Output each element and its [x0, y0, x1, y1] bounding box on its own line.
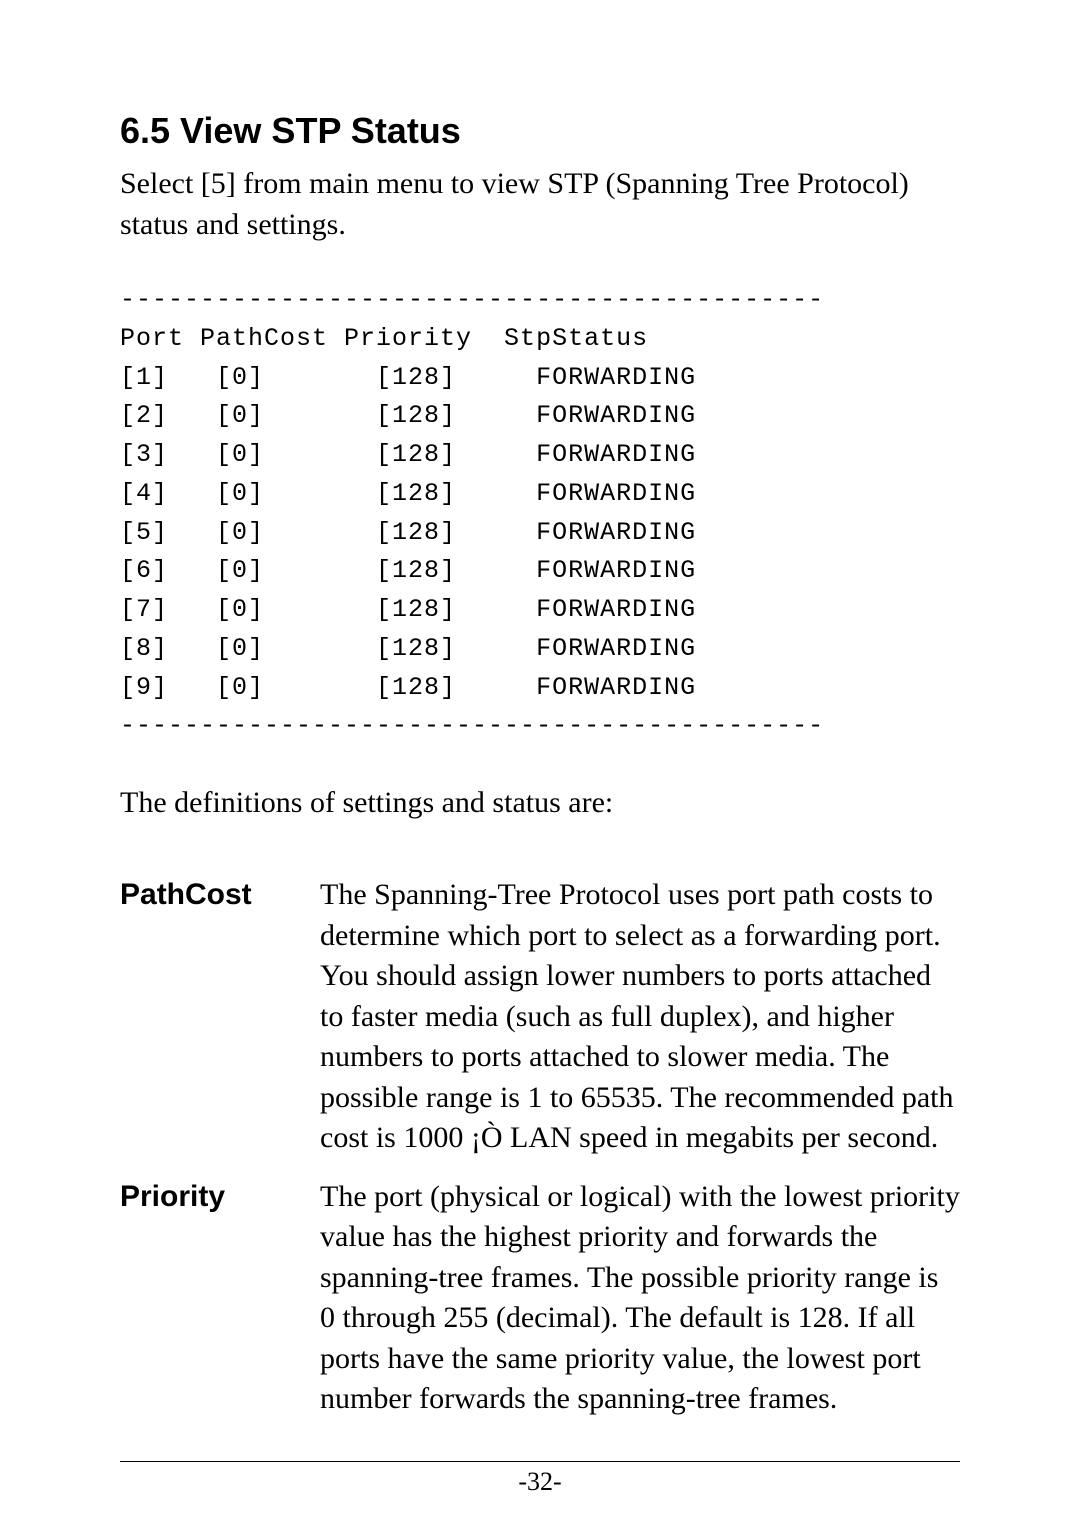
definition-row: PathCostThe Spanning-Tree Protocol uses … — [120, 875, 960, 1159]
definition-description: The Spanning-Tree Protocol uses port pat… — [320, 875, 960, 1159]
definition-row: PriorityThe port (physical or logical) w… — [120, 1177, 960, 1420]
stp-table: ----------------------------------------… — [120, 281, 960, 746]
section-heading: 6.5 View STP Status — [120, 110, 960, 152]
definition-description: The port (physical or logical) with the … — [320, 1177, 960, 1420]
footer-divider — [120, 1461, 960, 1462]
definition-term: PathCost — [120, 875, 320, 1159]
intro-paragraph: Select [5] from main menu to view STP (S… — [120, 164, 960, 245]
definition-term: Priority — [120, 1177, 320, 1420]
page-number: -32- — [0, 1467, 1080, 1497]
definitions-intro: The definitions of settings and status a… — [120, 786, 960, 820]
